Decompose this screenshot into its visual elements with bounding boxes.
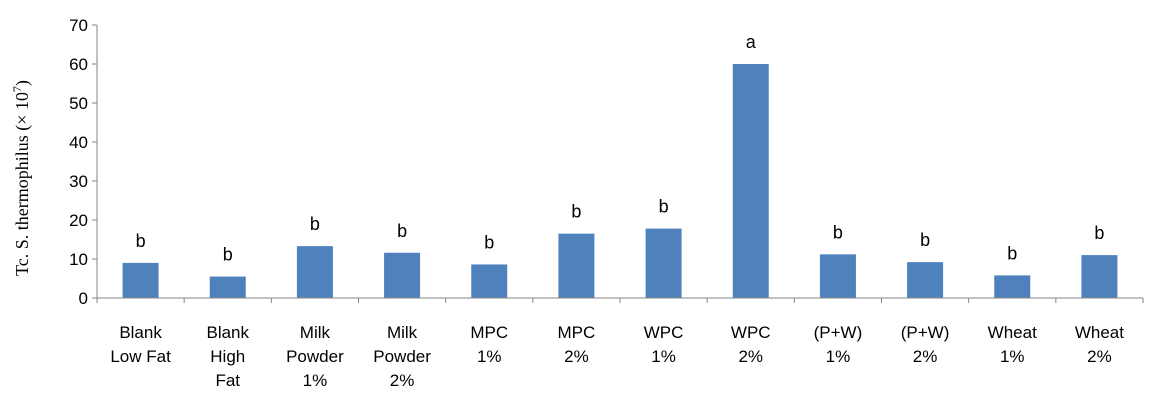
- x-category-label-line: 1%: [1000, 347, 1025, 366]
- y-tick-label: 50: [69, 94, 88, 113]
- x-category-label-line: Wheat: [1075, 323, 1124, 342]
- y-axis-label-close: ): [12, 80, 33, 86]
- x-category-label-line: WPC: [644, 323, 684, 342]
- x-category-label: Wheat 2%: [1075, 323, 1124, 366]
- y-tick-label: 0: [79, 289, 88, 308]
- x-category-label-line: 2%: [564, 347, 589, 366]
- bar: [296, 246, 333, 298]
- x-category-label-line: 2%: [1087, 347, 1112, 366]
- x-category-label: WPC 1%: [644, 323, 684, 366]
- x-category-label-line: Fat: [215, 371, 240, 390]
- bar-annotation: b: [1007, 243, 1017, 263]
- x-category-label-line: Powder: [286, 347, 344, 366]
- bar: [384, 252, 421, 298]
- y-axis-label-text: Tc. S. thermophilus (× 10: [12, 92, 33, 276]
- x-category-label-line: MPC: [558, 323, 596, 342]
- bar-annotation: b: [397, 221, 407, 241]
- bar: [122, 262, 159, 298]
- x-category-label-line: 1%: [651, 347, 676, 366]
- x-category-label: WPC 2%: [731, 323, 771, 366]
- bar: [471, 264, 508, 298]
- bar: [732, 64, 769, 298]
- y-tick-label: 60: [69, 55, 88, 74]
- x-category-label-line: 2%: [913, 347, 938, 366]
- x-category-label: Milk Powder 2%: [373, 323, 431, 390]
- bar-annotation: a: [746, 32, 757, 52]
- x-category-label: Blank High Fat: [206, 323, 249, 390]
- x-axis: [96, 297, 1144, 303]
- x-category-label-line: 2%: [390, 371, 415, 390]
- x-category-label-line: 2%: [738, 347, 763, 366]
- y-tick-label: 10: [69, 250, 88, 269]
- bar-annotation: b: [484, 232, 494, 252]
- bar-annotation: b: [1094, 223, 1104, 243]
- y-tick-label: 70: [69, 16, 88, 35]
- x-category-label-line: (P+W): [814, 323, 863, 342]
- x-category-label: (P+W) 2%: [901, 323, 950, 366]
- bars: [122, 64, 1118, 298]
- bar-annotation: b: [136, 231, 146, 251]
- y-tick-label: 20: [69, 211, 88, 230]
- bar: [645, 228, 682, 298]
- bar-annotation: b: [310, 214, 320, 234]
- x-category-label-line: Milk: [387, 323, 418, 342]
- bar-annotations: b b b b b b b a b b b b: [136, 32, 1105, 265]
- x-category-label-line: 1%: [303, 371, 328, 390]
- bar: [1081, 255, 1118, 298]
- x-category-label-line: Low Fat: [110, 347, 171, 366]
- svg-text:Tc. S. thermophilus (× 107): Tc. S. thermophilus (× 107): [10, 80, 33, 276]
- y-axis-label: Tc. S. thermophilus (× 107): [10, 80, 33, 276]
- bar: [819, 254, 856, 298]
- x-category-label-line: (P+W): [901, 323, 950, 342]
- x-category-label-line: 1%: [477, 347, 502, 366]
- y-tick-label: 30: [69, 172, 88, 191]
- x-category-label: MPC 2%: [558, 323, 596, 366]
- bar: [907, 262, 944, 298]
- x-category-label-line: 1%: [826, 347, 851, 366]
- y-axis-label-exponent: 7: [10, 86, 24, 92]
- x-category-label-line: MPC: [470, 323, 508, 342]
- x-category-label: Wheat 1%: [988, 323, 1037, 366]
- x-category-label-line: Powder: [373, 347, 431, 366]
- bar: [558, 233, 595, 298]
- x-category-label: Milk Powder 1%: [286, 323, 344, 390]
- x-category-label: MPC 1%: [470, 323, 508, 366]
- x-category-label-line: Wheat: [988, 323, 1037, 342]
- y-tick-label: 40: [69, 133, 88, 152]
- x-category-label: (P+W) 1%: [814, 323, 863, 366]
- bar: [209, 276, 246, 298]
- x-category-label-line: High: [210, 347, 245, 366]
- y-axis: 0 10 20 30 40 50 60 70: [69, 16, 98, 308]
- bar-annotation: b: [571, 202, 581, 222]
- x-category-label-line: WPC: [731, 323, 771, 342]
- bar-annotation: b: [223, 245, 233, 265]
- bar-annotation: b: [920, 230, 930, 250]
- bar-annotation: b: [833, 222, 843, 242]
- bar: [994, 275, 1031, 298]
- x-category-label-line: Blank: [206, 323, 249, 342]
- x-category-label: Blank Low Fat: [110, 323, 171, 366]
- bar-annotation: b: [659, 197, 669, 217]
- x-category-label-line: Milk: [300, 323, 331, 342]
- x-category-label-line: Blank: [119, 323, 162, 342]
